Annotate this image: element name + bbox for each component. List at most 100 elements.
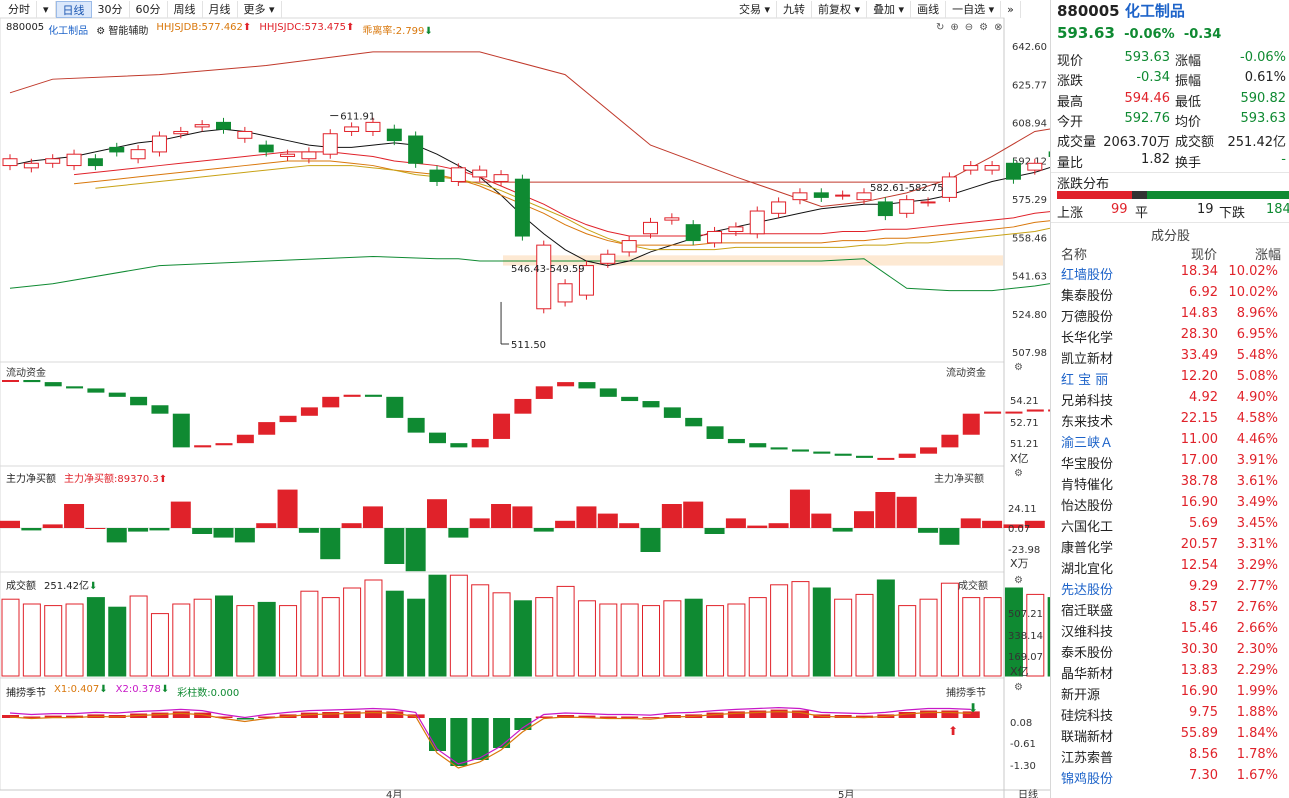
stock-name[interactable]: 锦鸡股份 xyxy=(1061,772,1114,787)
assist-label[interactable]: ⚙ 智能辅助 xyxy=(96,26,149,37)
stock-name[interactable]: 肯特催化 xyxy=(1061,478,1114,493)
unit-label: X亿 xyxy=(1010,452,1029,465)
flow-bar xyxy=(322,396,340,408)
overlay-button[interactable]: 叠加 ▾ xyxy=(867,0,912,18)
settings-icon[interactable]: ⚙ xyxy=(1014,575,1023,586)
stock-row[interactable]: 六国化工 5.69 3.45% xyxy=(1051,516,1289,536)
tab-more[interactable]: 更多 ▾ xyxy=(238,0,282,18)
quote-label: 均价 xyxy=(1175,114,1202,130)
kline-svg[interactable]: 642.60 625.77 608.94 592.12 575.29 558.46 541.… xyxy=(0,0,1050,798)
settings-icon[interactable]: ⚙ xyxy=(1014,362,1023,373)
side-name[interactable]: 化工制品 xyxy=(1124,2,1185,20)
stock-row[interactable]: 康普化学 20.57 3.31% xyxy=(1051,537,1289,557)
flow-bar xyxy=(450,443,468,448)
stock-name[interactable]: 先达股份 xyxy=(1061,583,1114,598)
settings-icon[interactable]: ⚙ xyxy=(979,22,995,33)
quote-value: 251.42亿 xyxy=(1227,135,1287,151)
volume-bar xyxy=(86,597,105,677)
stock-name[interactable]: 宿迁联盛 xyxy=(1061,604,1114,619)
refresh-icon[interactable]: ↻ xyxy=(936,22,951,33)
stock-name[interactable]: 渝三峡Ａ xyxy=(1061,436,1114,451)
net-bar xyxy=(960,518,981,528)
candle-body xyxy=(664,217,680,221)
flow-title-right: 流动资金 xyxy=(946,368,986,379)
stock-row[interactable]: 渝三峡Ａ 11.00 4.46% xyxy=(1051,432,1289,452)
stock-row[interactable]: 晶华新材 13.83 2.29% xyxy=(1051,663,1289,683)
stock-name[interactable]: 晶华新材 xyxy=(1061,667,1114,682)
stock-row[interactable]: 东来技术 22.15 4.58% xyxy=(1051,411,1289,431)
stock-name[interactable]: 联瑞新材 xyxy=(1061,730,1114,745)
stock-row[interactable]: 锦鸡股份 7.30 1.67% xyxy=(1051,768,1289,788)
tab-30min[interactable]: 30分 xyxy=(92,0,130,18)
draw-button[interactable]: 画线 xyxy=(911,0,947,18)
adjust-button[interactable]: 前复权 ▾ xyxy=(812,0,868,18)
stock-name[interactable]: 红 宝 丽 xyxy=(1061,373,1109,388)
stock-row[interactable]: 先达股份 9.29 2.77% xyxy=(1051,579,1289,599)
stock-name[interactable]: 新开源 xyxy=(1061,688,1101,703)
candle-body xyxy=(130,149,146,160)
tab-monthly[interactable]: 月线 xyxy=(203,0,238,18)
stock-row[interactable]: 江苏索普 8.56 1.78% xyxy=(1051,747,1289,767)
settings-icon[interactable]: ⚙ xyxy=(1014,682,1023,693)
stock-name[interactable]: 湖北宜化 xyxy=(1061,562,1114,577)
stock-row[interactable]: 华宝股份 17.00 3.91% xyxy=(1051,453,1289,473)
stock-change: 3.49% xyxy=(1236,495,1278,510)
stock-name[interactable]: 长华化学 xyxy=(1061,331,1114,346)
stock-name[interactable]: 汉维科技 xyxy=(1061,625,1114,640)
stock-name[interactable]: 万德股份 xyxy=(1061,310,1114,325)
tab-weekly[interactable]: 周线 xyxy=(168,0,203,18)
stock-name[interactable]: 华宝股份 xyxy=(1061,457,1114,472)
annot-range2: 582.61-582.75 xyxy=(870,183,944,194)
stock-name[interactable]: 凯立新材 xyxy=(1061,352,1114,367)
stock-row[interactable]: 长华化学 28.30 6.95% xyxy=(1051,327,1289,347)
stock-row[interactable]: 万德股份 14.83 8.96% xyxy=(1051,306,1289,326)
net-bar xyxy=(491,504,512,528)
stock-row[interactable]: 宿迁联盛 8.57 2.76% xyxy=(1051,600,1289,620)
stock-name[interactable]: 东来技术 xyxy=(1061,415,1114,430)
tab-60min[interactable]: 60分 xyxy=(130,0,168,18)
stock-row[interactable]: 新开源 16.90 1.99% xyxy=(1051,684,1289,704)
stock-row[interactable]: 怡达股份 16.90 3.49% xyxy=(1051,495,1289,515)
stock-change: 3.91% xyxy=(1236,453,1278,468)
stock-name[interactable]: 江苏索普 xyxy=(1061,751,1114,766)
close-icon[interactable]: ⊗ xyxy=(994,22,1009,33)
trade-button[interactable]: 交易 ▾ xyxy=(733,0,778,18)
quote-row: 今开 592.76 均价 593.63 xyxy=(1051,111,1289,131)
stock-row[interactable]: 肯特催化 38.78 3.61% xyxy=(1051,474,1289,494)
watchlist-button[interactable]: 一自选 ▾ xyxy=(946,0,1002,18)
stock-name[interactable]: 泰禾股份 xyxy=(1061,646,1114,661)
stock-row[interactable]: 凯立新材 33.49 5.48% xyxy=(1051,348,1289,368)
add-icon[interactable]: ⊕ xyxy=(950,22,965,33)
stock-name[interactable]: 红墙股份 xyxy=(1061,268,1114,283)
tab-fenshi[interactable]: 分时 xyxy=(2,0,37,18)
y-tick-label: 524.80 xyxy=(1012,310,1047,321)
stock-row[interactable]: 兄弟科技 4.92 4.90% xyxy=(1051,390,1289,410)
net-bar xyxy=(213,528,234,538)
settings-icon[interactable]: ⚙ xyxy=(1014,468,1023,479)
stock-name[interactable]: 集泰股份 xyxy=(1061,289,1114,304)
stock-row[interactable]: 集泰股份 6.92 10.02% xyxy=(1051,285,1289,305)
stock-row[interactable]: 湖北宜化 12.54 3.29% xyxy=(1051,558,1289,578)
stock-row[interactable]: 红墙股份 18.34 10.02% xyxy=(1051,264,1289,284)
jiuzhuan-button[interactable]: 九转 xyxy=(777,0,813,18)
stock-row[interactable]: 红 宝 丽 12.20 5.08% xyxy=(1051,369,1289,389)
stock-row[interactable]: 联瑞新材 55.89 1.84% xyxy=(1051,726,1289,746)
stock-name[interactable]: 康普化学 xyxy=(1061,541,1114,556)
net-bar xyxy=(683,501,704,528)
stock-name[interactable]: 六国化工 xyxy=(1061,520,1114,535)
chart-area[interactable]: 642.60 625.77 608.94 592.12 575.29 558.46 541.… xyxy=(0,0,1050,798)
tab-daily[interactable]: 日线 xyxy=(55,0,92,18)
flow-title: 流动资金 xyxy=(6,368,46,379)
stock-row[interactable]: 硅烷科技 9.75 1.88% xyxy=(1051,705,1289,725)
dropdown-icon[interactable]: ▾ xyxy=(37,0,56,18)
panel-controls[interactable]: ↻⊕⊖⚙⊗ xyxy=(936,22,1009,33)
stock-name[interactable]: 怡达股份 xyxy=(1061,499,1114,514)
stock-row[interactable]: 汉维科技 15.46 2.66% xyxy=(1051,621,1289,641)
expand-icon[interactable]: » xyxy=(1001,0,1021,18)
stock-name[interactable]: 硅烷科技 xyxy=(1061,709,1114,724)
stock-row[interactable]: 泰禾股份 30.30 2.30% xyxy=(1051,642,1289,662)
minus-icon[interactable]: ⊖ xyxy=(964,22,980,33)
stock-name[interactable]: 兄弟科技 xyxy=(1061,394,1114,409)
net-bar xyxy=(747,525,768,528)
volume-bar xyxy=(663,600,682,677)
